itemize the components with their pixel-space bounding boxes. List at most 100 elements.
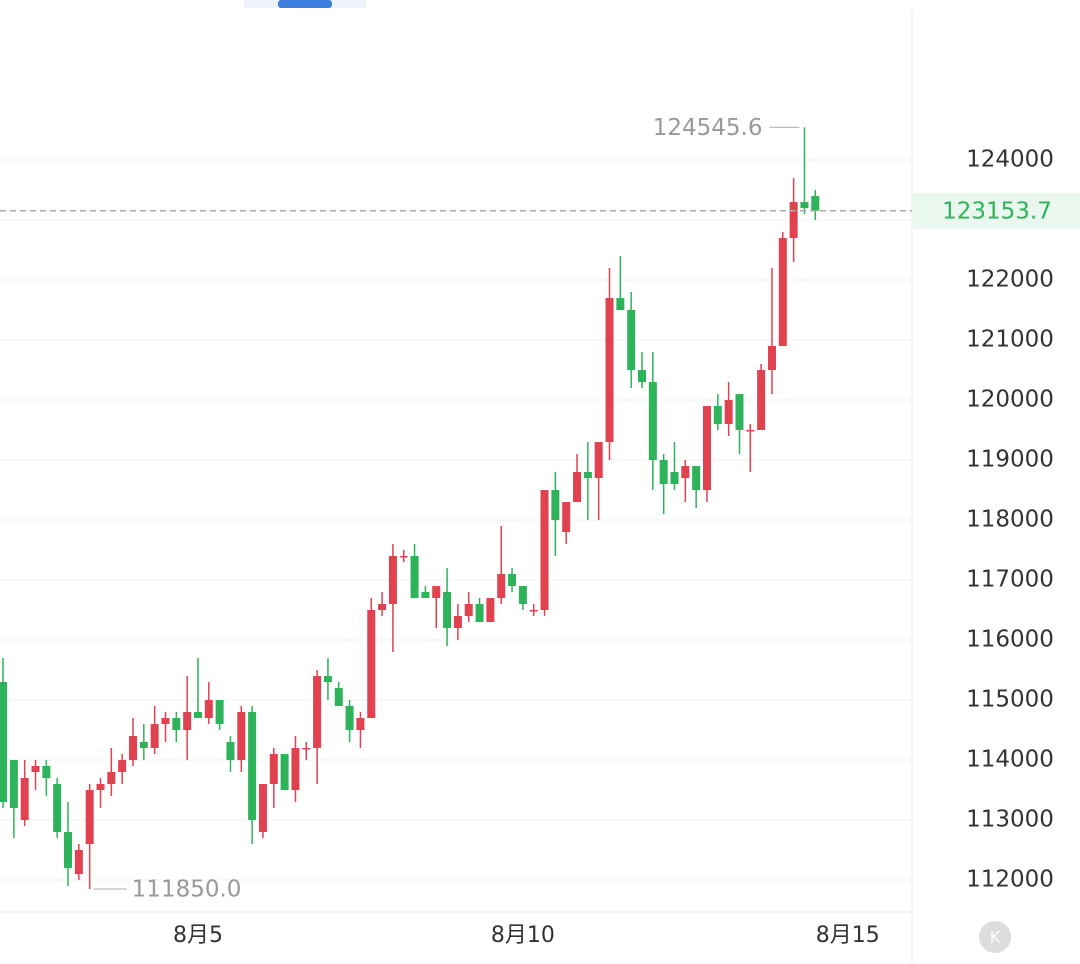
candle-body [778, 238, 787, 347]
candle-body [74, 850, 83, 875]
last-price-box [913, 192, 1080, 229]
candle-body [670, 472, 679, 485]
candle-body [583, 472, 592, 479]
candle-body [237, 712, 246, 761]
candle-body [64, 832, 73, 869]
candle-body [529, 610, 538, 612]
y-tick-label: 124000 [966, 147, 1054, 173]
candle-body [464, 604, 473, 617]
candle-body [31, 766, 40, 773]
candle-body [302, 748, 311, 750]
candle-body [258, 784, 267, 833]
candle-body [432, 586, 441, 599]
candle-body [128, 736, 137, 761]
y-tick-label: 119000 [966, 447, 1054, 473]
candle-body [172, 718, 181, 731]
candle-body [767, 346, 776, 371]
candle-body [0, 682, 8, 803]
candle-body [497, 574, 506, 599]
candle-body [183, 712, 192, 731]
candle-body [215, 700, 224, 725]
candle-body [508, 574, 517, 587]
candle-body [378, 604, 387, 611]
candle-body [345, 706, 354, 731]
candle-body [486, 598, 495, 623]
x-tick-label: 8月10 [491, 923, 555, 948]
low-label: 111850.0 [132, 877, 242, 903]
candle-body [562, 502, 571, 533]
last-price-label: 123153.7 [942, 198, 1052, 224]
candle-body [226, 742, 235, 761]
candle-body [118, 760, 127, 773]
candle-body [627, 310, 636, 371]
candle-body [735, 394, 744, 431]
candle-body [161, 718, 170, 725]
candle-body [313, 676, 322, 749]
candle-body [659, 460, 668, 485]
candle-body [85, 790, 94, 845]
y-tick-label: 113000 [966, 807, 1054, 833]
candle-body [388, 556, 397, 605]
candle-body [638, 370, 647, 383]
candle-body [410, 556, 419, 599]
x-tick-label: 8月5 [173, 923, 223, 948]
candle-body [139, 742, 148, 749]
y-tick-label: 112000 [966, 867, 1054, 893]
candle-body [789, 202, 798, 239]
candle-body [692, 466, 701, 491]
candle-body [681, 466, 690, 479]
kline-button-icon: K [990, 928, 1001, 947]
candle-body [107, 772, 116, 785]
high-label: 124545.6 [653, 115, 763, 141]
candle-body [9, 760, 18, 809]
y-tick-label: 114000 [966, 747, 1054, 773]
y-tick-label: 117000 [966, 567, 1054, 593]
candle-body [443, 592, 452, 629]
candle-body [42, 766, 51, 779]
candle-body [713, 406, 722, 425]
candle-body [53, 784, 62, 833]
candle-body [518, 586, 527, 605]
candle-body [323, 676, 332, 683]
candle-body [96, 784, 105, 791]
y-tick-label: 122000 [966, 267, 1054, 293]
y-tick-label: 118000 [966, 507, 1054, 533]
candle-body [367, 610, 376, 719]
candle-body [334, 688, 343, 707]
tab-indicator[interactable] [278, 0, 332, 8]
candle-body [573, 472, 582, 503]
candle-body [648, 382, 657, 461]
candle-body [150, 724, 159, 749]
y-tick-label: 116000 [966, 627, 1054, 653]
candle-body [757, 370, 766, 431]
candle-body [20, 778, 29, 821]
candle-body [746, 430, 755, 432]
candle-body [291, 748, 300, 791]
y-tick-label: 115000 [966, 687, 1054, 713]
grid: 112000 113000 114000 115000 116000 117000 1180… [0, 147, 1054, 948]
candles [0, 127, 820, 890]
candle-body [475, 604, 484, 623]
y-tick-label: 120000 [966, 387, 1054, 413]
candle-body [594, 442, 603, 479]
annotations: 124545.6 111850.0 123153.7 [0, 115, 1080, 903]
candle-body [453, 616, 462, 629]
candle-body [399, 556, 408, 558]
candle-body [702, 406, 711, 491]
candle-body [540, 490, 549, 611]
kline-button[interactable] [979, 921, 1011, 953]
candle-body [421, 592, 430, 599]
candle-body [724, 400, 733, 425]
candle-body [356, 718, 365, 731]
candle-body [605, 298, 614, 443]
candle-body [204, 700, 213, 719]
candle-body [280, 754, 289, 791]
x-tick-label: 8月15 [816, 923, 880, 948]
y-tick-label: 121000 [966, 327, 1054, 353]
candle-body [248, 712, 257, 821]
candle-body [616, 298, 625, 311]
candle-body [551, 490, 560, 521]
candle-body [811, 196, 820, 211]
candle-body [193, 712, 202, 719]
